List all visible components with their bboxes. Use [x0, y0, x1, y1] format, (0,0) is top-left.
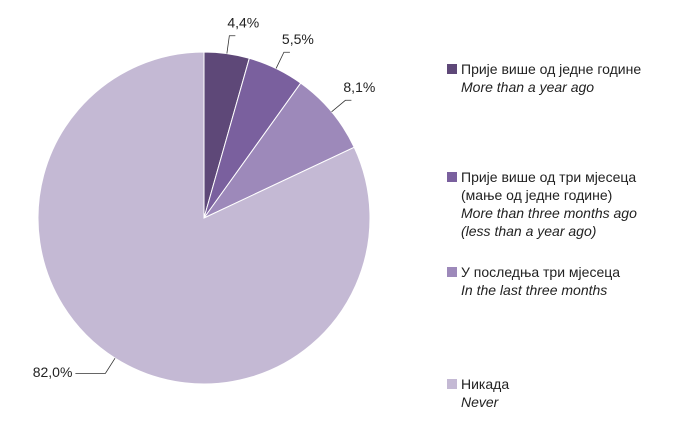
legend-swatch: [447, 64, 457, 74]
legend-entry: Прије више од једне године More than a ye…: [447, 60, 652, 96]
legend-label-english: Never: [461, 394, 499, 410]
leader-line: [331, 99, 352, 113]
legend-label: У последња три мјесеца: [461, 264, 621, 280]
legend-label: Прије више од три мјесеца (мање од једне…: [461, 169, 637, 203]
leader-line: [275, 51, 290, 69]
legend-label-english: In the last three months: [461, 282, 608, 298]
legend-label: Прије више од једне године: [461, 61, 642, 77]
leader-line: [75, 357, 116, 374]
legend-swatch: [447, 172, 457, 182]
data-label: 4,4%: [227, 14, 259, 30]
legend-label-english: More than three months ago (less than a …: [461, 205, 637, 239]
leader-line: [226, 35, 236, 54]
data-label: 5,5%: [282, 31, 314, 47]
legend-swatch: [447, 267, 457, 277]
legend-swatch: [447, 379, 457, 389]
legend-label-english: More than a year ago: [461, 79, 595, 95]
data-label: 82,0%: [33, 364, 73, 380]
legend-entry: Прије више од три мјесеца (мање од једне…: [447, 168, 652, 240]
data-label: 8,1%: [343, 79, 375, 95]
legend-entry: Никада Never: [447, 375, 652, 411]
legend-entry: У последња три мјесеца In the last three …: [447, 263, 652, 299]
legend-label: Никада: [461, 376, 510, 392]
